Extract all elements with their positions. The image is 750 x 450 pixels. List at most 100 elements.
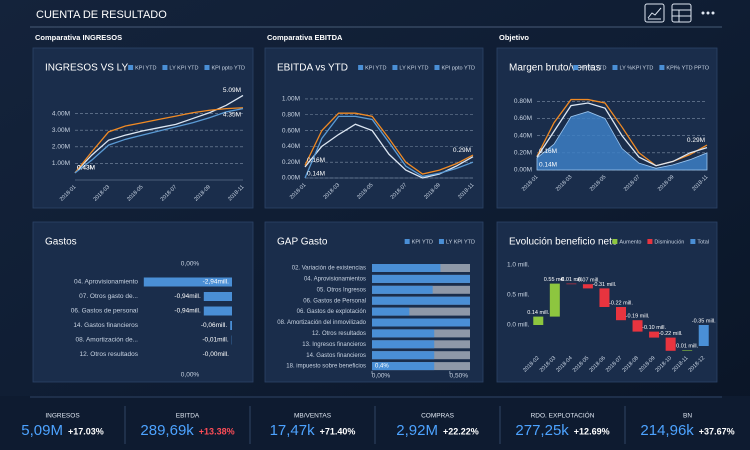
bar [372, 285, 433, 294]
y-tick-label: 0.60M [514, 115, 532, 122]
kpi-label: BN [683, 413, 692, 420]
data-label: 0.43M [77, 165, 95, 172]
kpi-label: INGRESOS [45, 413, 80, 420]
line [74, 107, 244, 174]
category-label: 08. Amortización del inmovilizado [277, 320, 366, 326]
legend-swatch [659, 65, 665, 70]
legend-swatch [438, 239, 444, 244]
panel-title: GAP Gasto [277, 237, 328, 248]
bar [372, 340, 435, 349]
kpi-value: 5,09M [21, 422, 63, 439]
data-label: 0,4% [375, 364, 389, 370]
category-label: 14. Gastos financieros [73, 322, 138, 329]
y-tick-label: 1.0 mill. [507, 262, 530, 269]
y-tick-label: 0.80M [514, 98, 532, 105]
bar [372, 329, 435, 338]
data-label: -0.10 mill. [642, 325, 666, 331]
y-tick-label: 3.00M [52, 127, 70, 134]
data-label: 0.16M [539, 148, 557, 155]
kpi-value: 17,47k [270, 422, 316, 439]
legend-label: KPI% YTD [580, 65, 606, 71]
bars [372, 264, 470, 371]
y-tick-label: 0.40M [282, 143, 300, 150]
kpi-label: COMPRAS [421, 413, 455, 420]
panel-title: EBITDA vs YTD [277, 63, 348, 74]
bar [632, 320, 643, 332]
kpi-change: +12.69% [574, 426, 610, 436]
category-label: 14. Gastos financieros [306, 353, 366, 359]
page-title: CUENTA DE RESULTADO [36, 9, 167, 21]
kpi-change: +22.22% [443, 426, 479, 436]
legend-label: Aumento [619, 239, 641, 245]
data-label: 0.29M [687, 137, 705, 144]
bar [372, 362, 435, 371]
data-label: -0.22 mill. [609, 300, 633, 306]
legend-label: KPI YTD [365, 65, 386, 71]
legend-label: Disminución [654, 239, 684, 245]
kpi-label: MB/VENTAS [294, 413, 332, 420]
data-label: 0.14 mill. [527, 310, 549, 316]
bar [372, 274, 470, 283]
y-tick-label: 0.0 mill. [507, 322, 530, 329]
legend-label: KPI YTD [412, 239, 433, 245]
y-tick-label: 0.60M [282, 127, 300, 134]
legend-swatch [690, 239, 696, 244]
panel-title: Margen bruto/ventas [509, 63, 601, 74]
more-button[interactable] [701, 11, 715, 15]
data-label: 0.14M [307, 171, 325, 178]
bar [372, 296, 470, 305]
chart-button[interactable] [644, 3, 665, 23]
line [74, 107, 244, 174]
y-tick-label: 0.80M [282, 111, 300, 118]
total-bar [698, 325, 709, 346]
legend-label: LY KPI YTD [446, 239, 475, 245]
bar [203, 306, 232, 316]
category-label: 08. Amortización de... [75, 337, 138, 344]
legend-swatch [404, 239, 410, 244]
kpi-value: 2,92M [396, 422, 438, 439]
data-label: 5.09M [223, 87, 241, 94]
data-label: 0.01 mill. [676, 344, 698, 350]
category-label: 18. impuesto sobre beneficios [286, 364, 366, 370]
bar [682, 350, 693, 351]
data-label: -0.22 mill. [659, 331, 683, 337]
section-label: Objetivo [499, 33, 529, 42]
category-label: 13. Ingresos financieros [302, 342, 366, 348]
legend-swatch [204, 65, 210, 70]
bar [372, 307, 410, 316]
y-tick-label: 0.00M [282, 175, 300, 182]
legend-label: KPI% YTD PPTO [666, 65, 709, 71]
bar [665, 337, 676, 351]
legend-swatch [434, 65, 440, 70]
legend-swatch [612, 65, 618, 70]
table-button[interactable] [671, 3, 692, 23]
legend-label: KPI YTD [135, 65, 156, 71]
line [304, 115, 474, 179]
data-label: -0.35 mill. [692, 318, 716, 324]
y-tick-label: 2.00M [52, 144, 70, 151]
bar [372, 264, 441, 272]
data-label: -2,94mill. [203, 279, 230, 286]
data-label: 0.14M [539, 162, 557, 169]
y-tick-label: 0.5 mill. [507, 292, 530, 299]
line [536, 102, 708, 167]
data-label: 0.43M [77, 165, 95, 172]
data-label: 4.35M [223, 111, 241, 118]
data-label: -0.07 mill. [576, 278, 600, 284]
kpi-value: 289,69k [140, 422, 194, 439]
line [304, 112, 474, 175]
x-tick-label: 0,50% [450, 373, 469, 380]
bar [203, 292, 232, 301]
y-tick-label: 4.00M [52, 110, 70, 117]
data-label: 0.16M [307, 157, 325, 164]
section-label: Comparativa EBITDA [267, 33, 343, 42]
y-tick-label: 0.20M [514, 150, 532, 157]
bar [230, 321, 232, 330]
category-label: 12. Otros resultados [79, 351, 138, 358]
end-label: 0,00% [181, 372, 200, 379]
x-tick-label: 0,00% [372, 373, 391, 380]
kpi-change: +13.38% [199, 426, 235, 436]
legend-label: KPI ppto YTD [441, 65, 475, 71]
bar [143, 277, 232, 287]
bar [649, 331, 660, 338]
